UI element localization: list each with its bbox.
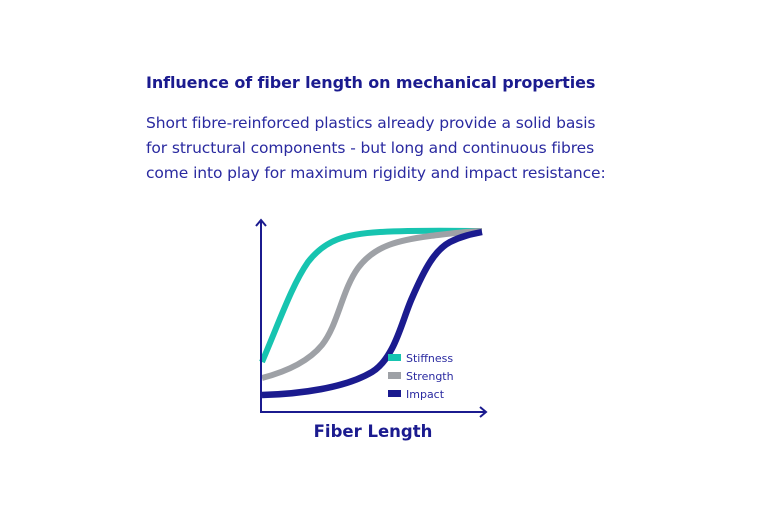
legend-label-strength: Strength bbox=[406, 370, 454, 383]
x-axis-arrow-icon bbox=[479, 406, 488, 418]
strength-curve bbox=[261, 228, 483, 381]
intro-line: for structural components - but long and… bbox=[146, 139, 595, 157]
chart-legend: Stiffness Strength Impact bbox=[388, 352, 454, 401]
intro-line: Short fibre-reinforced plastics already … bbox=[146, 114, 596, 132]
legend-swatch-stiffness bbox=[388, 354, 401, 361]
impact-curve bbox=[261, 228, 483, 399]
legend-swatch-strength bbox=[388, 372, 401, 379]
intro-line: come into play for maximum rigidity and … bbox=[146, 164, 606, 182]
chart-heading: Influence of fiber length on mechanical … bbox=[146, 73, 596, 92]
legend-swatch-impact bbox=[388, 390, 401, 397]
stiffness-curve bbox=[259, 227, 483, 364]
x-axis-label: Fiber Length bbox=[314, 422, 433, 441]
legend-label-stiffness: Stiffness bbox=[406, 352, 453, 365]
legend-label-impact: Impact bbox=[406, 388, 445, 401]
intro-paragraph: Short fibre-reinforced plastics already … bbox=[146, 111, 606, 186]
y-axis-arrow-icon bbox=[255, 218, 267, 227]
